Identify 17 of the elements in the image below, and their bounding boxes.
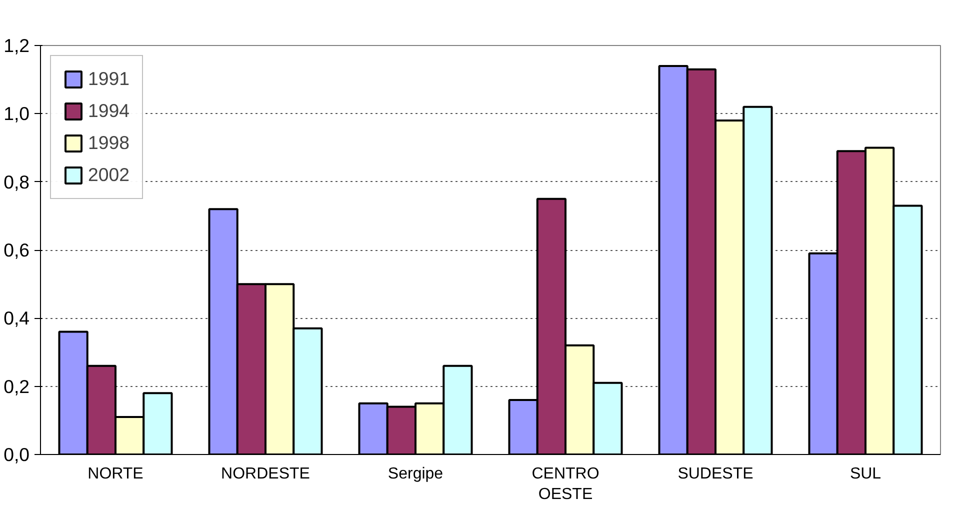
y-tick-label: 0,4	[4, 308, 30, 329]
legend-label: 1991	[88, 68, 130, 90]
x-tick-label: SUDESTE	[678, 466, 754, 482]
y-tick-label: 0,8	[4, 171, 30, 192]
y-tick-label: 0,0	[4, 444, 30, 465]
y-tick-label: 0,6	[4, 240, 30, 260]
x-tick-label: SUL	[850, 466, 882, 482]
legend-label: 1998	[88, 132, 130, 154]
x-tick-label: NORTE	[88, 466, 144, 482]
y-tick-label: 1,2	[4, 35, 30, 56]
x-tick-label: CENTRO OESTE	[532, 466, 600, 503]
legend-label: 2002	[88, 164, 130, 186]
legend-label: 1994	[88, 100, 130, 122]
x-tick-label: Sergipe	[388, 466, 444, 482]
x-tick-label: NORDESTE	[221, 466, 310, 482]
y-tick-label: 1,0	[4, 103, 30, 124]
y-tick-label: 0,2	[4, 376, 30, 397]
